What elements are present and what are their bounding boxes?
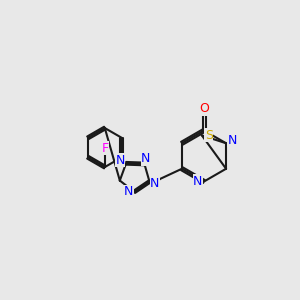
Text: N: N — [150, 177, 160, 190]
Text: N: N — [228, 134, 237, 147]
Text: N: N — [193, 175, 203, 188]
Text: N: N — [116, 154, 125, 167]
Text: S: S — [205, 129, 213, 142]
Text: N: N — [124, 185, 134, 198]
Text: F: F — [101, 142, 108, 154]
Text: O: O — [199, 102, 209, 115]
Text: N: N — [141, 152, 151, 165]
